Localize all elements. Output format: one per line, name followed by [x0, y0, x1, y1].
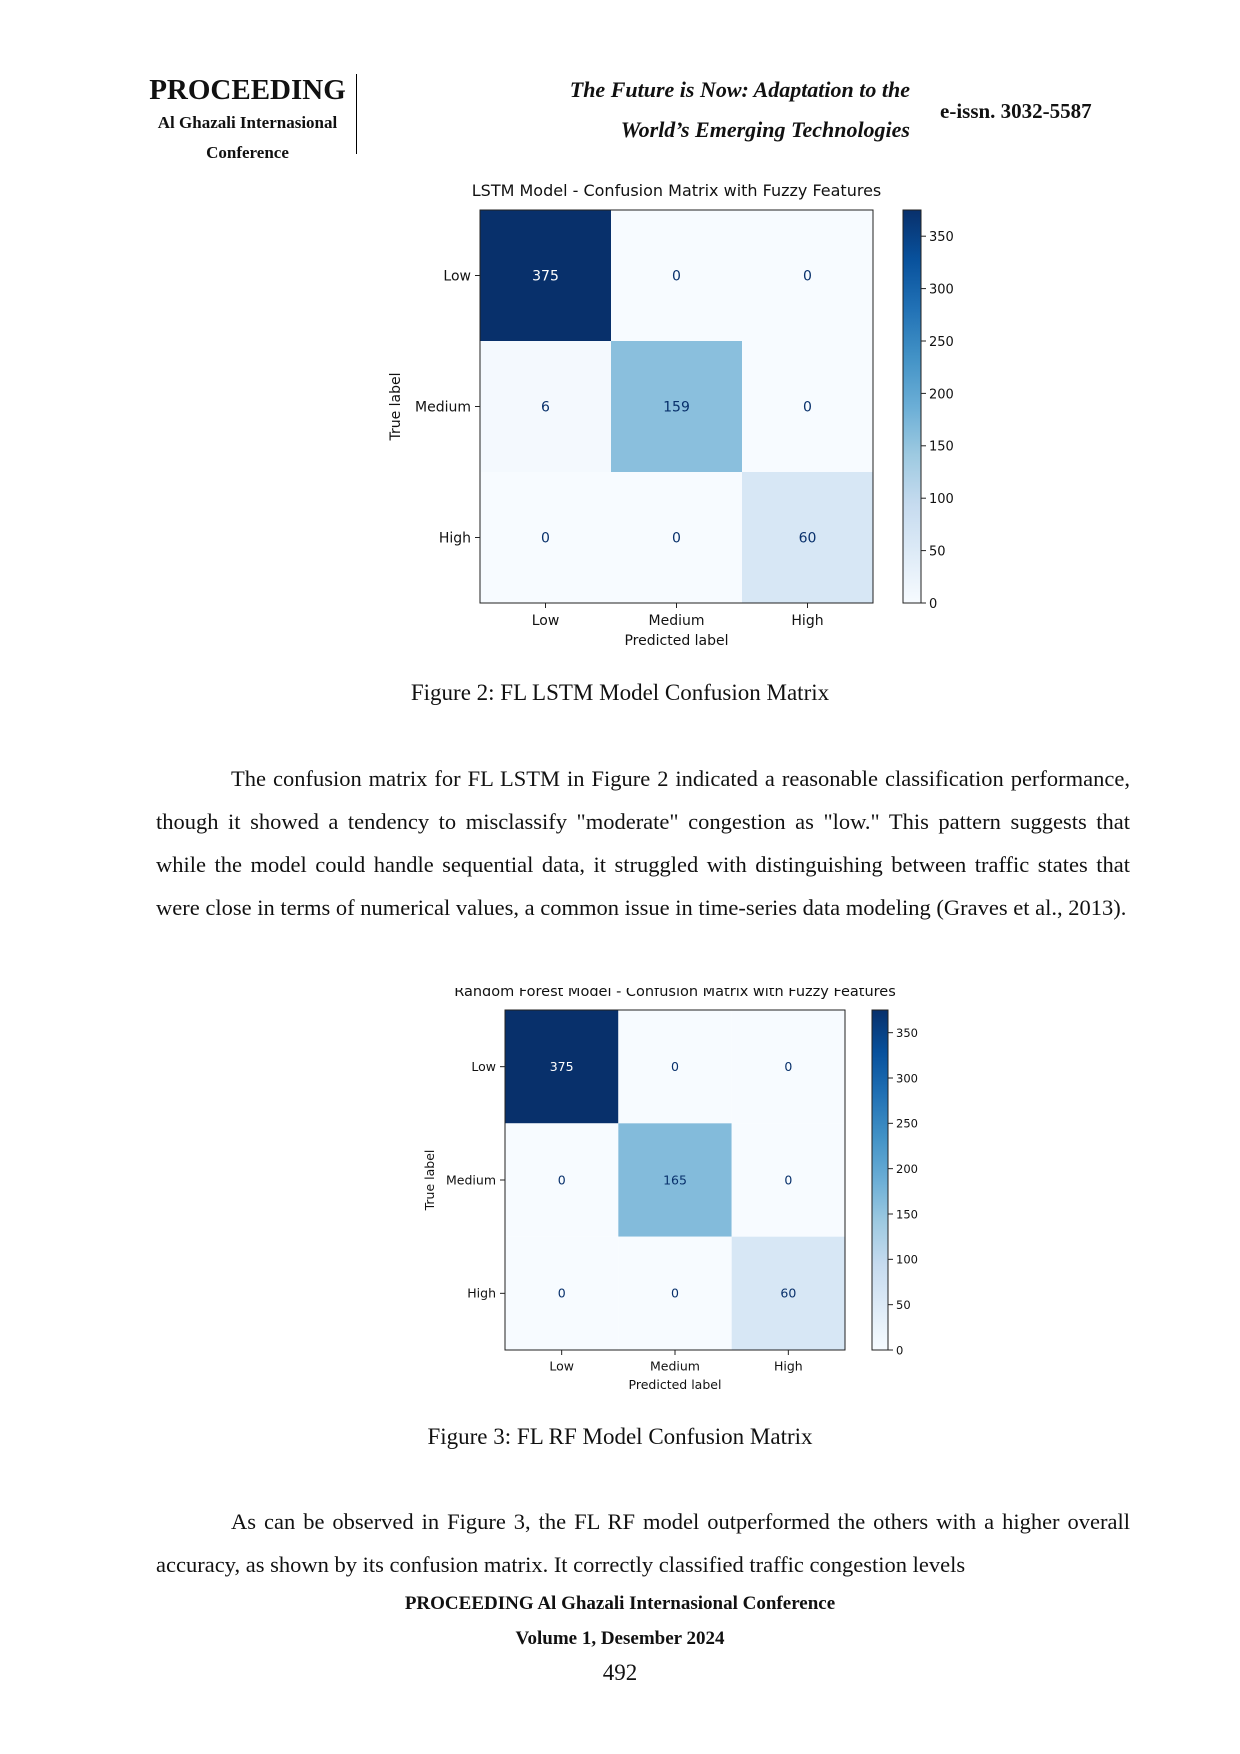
x-axis-label: Predicted label	[629, 1377, 722, 1392]
matrix-cell	[480, 341, 611, 472]
colorbar	[902, 209, 922, 604]
y-axis-label: True label	[388, 372, 404, 441]
footer-line-1: PROCEEDING Al Ghazali Internasional Conf…	[404, 1593, 836, 1614]
matrix-cell	[611, 210, 742, 341]
cell-value-label: 375	[532, 268, 559, 284]
matrix-cell	[480, 210, 611, 341]
matrix-cell	[618, 1123, 732, 1237]
colorbar-tick-label: 350	[896, 1026, 918, 1040]
matrix-cell	[611, 472, 742, 603]
x-tick-label: High	[774, 1359, 803, 1374]
x-axis-label: Predicted label	[624, 633, 728, 649]
colorbar-tick-label: 300	[896, 1071, 918, 1085]
matrix-cell	[505, 1123, 619, 1237]
matrix-cell	[618, 1010, 732, 1124]
colorbar	[871, 1009, 889, 1351]
paragraph-2-text: As can be observed in Figure 3, the FL R…	[156, 1509, 1130, 1577]
matrix-cell	[731, 1123, 845, 1237]
colorbar-tick-label: 50	[929, 545, 946, 560]
cell-value-label: 0	[672, 530, 681, 546]
colorbar-tick-label: 300	[929, 283, 954, 298]
colorbar-tick-label: 100	[896, 1253, 918, 1267]
cell-value-label: 0	[671, 1059, 679, 1074]
cell-value-label: 0	[541, 530, 550, 546]
matrix-cell	[611, 341, 742, 472]
x-tick-label: Medium	[649, 613, 705, 629]
figure-2-caption: Figure 2: FL LSTM Model Confusion Matrix	[410, 680, 830, 705]
cell-value-label: 6	[541, 399, 550, 415]
colorbar-tick-label: 200	[929, 387, 954, 402]
y-tick-label: Medium	[415, 399, 471, 415]
org-line-2: Conference	[206, 143, 289, 162]
org-line-1: Al Ghazali Internasional	[157, 113, 338, 132]
footer-line-2: Volume 1, Desember 2024	[515, 1628, 725, 1649]
cell-value-label: 0	[558, 1286, 566, 1301]
matrix-cell	[505, 1010, 619, 1124]
issn: e-issn. 3032-5587	[940, 99, 1092, 123]
header-divider	[356, 74, 357, 154]
cell-value-label: 0	[803, 268, 812, 284]
colorbar-tick-label: 100	[929, 492, 954, 507]
colorbar-tick-label: 150	[929, 440, 954, 455]
matrix-cell	[505, 1236, 619, 1350]
cell-value-label: 0	[803, 399, 812, 415]
x-tick-label: Low	[532, 613, 560, 629]
figure-2: LSTM Model - Confusion Matrix with Fuzzy…	[380, 182, 980, 660]
y-tick-label: Low	[471, 1059, 496, 1074]
figure-3: Random Forest Model - Confusion Matrix w…	[420, 988, 940, 1408]
colorbar-tick-label: 0	[896, 1343, 903, 1357]
matrix-cell	[731, 1010, 845, 1124]
colorbar-tick-label: 50	[896, 1298, 911, 1312]
paragraph-2: As can be observed in Figure 3, the FL R…	[156, 1500, 1130, 1586]
matrix-cell	[618, 1236, 732, 1350]
cell-value-label: 0	[672, 268, 681, 284]
matrix-cell	[480, 472, 611, 603]
x-tick-label: High	[791, 613, 823, 629]
lstm-confusion-matrix-chart: LSTM Model - Confusion Matrix with Fuzzy…	[388, 182, 954, 649]
y-tick-label: Low	[443, 268, 471, 284]
matrix-cell	[742, 472, 873, 603]
header-left: PROCEEDING Al Ghazali Internasional Conf…	[140, 72, 355, 168]
colorbar-tick-label: 0	[929, 597, 937, 612]
chart-title: LSTM Model - Confusion Matrix with Fuzzy…	[472, 182, 882, 200]
cell-value-label: 159	[663, 399, 690, 415]
cell-value-label: 0	[671, 1286, 679, 1301]
figure-3-caption: Figure 3: FL RF Model Confusion Matrix	[427, 1424, 813, 1449]
y-tick-label: High	[467, 1286, 496, 1301]
matrix-cell	[742, 341, 873, 472]
y-tick-label: High	[439, 530, 471, 546]
cell-value-label: 165	[663, 1172, 687, 1187]
theme-line-2: World’s Emerging Technologies	[620, 117, 910, 142]
x-tick-label: Low	[549, 1359, 574, 1374]
cell-value-label: 0	[558, 1172, 566, 1187]
cell-value-label: 60	[799, 530, 817, 546]
proceeding-title: PROCEEDING	[149, 74, 346, 106]
colorbar-tick-label: 250	[896, 1117, 918, 1131]
y-axis-label: True label	[422, 1150, 437, 1212]
colorbar-tick-label: 350	[929, 230, 954, 245]
colorbar-tick-label: 200	[896, 1162, 918, 1176]
theme-line-1: The Future is Now: Adaptation to the	[569, 77, 910, 102]
matrix-cell	[742, 210, 873, 341]
colorbar-tick-label: 250	[929, 335, 954, 350]
colorbar-tick-label: 150	[896, 1207, 918, 1221]
cell-value-label: 60	[780, 1286, 796, 1301]
chart-title: Random Forest Model - Confusion Matrix w…	[454, 988, 896, 1000]
cell-value-label: 0	[784, 1172, 792, 1187]
paragraph-1-text: The confusion matrix for FL LSTM in Figu…	[156, 766, 1130, 920]
y-tick-label: Medium	[446, 1172, 496, 1187]
x-tick-label: Medium	[650, 1359, 700, 1374]
matrix-cell	[731, 1236, 845, 1350]
page-number: 492	[602, 1660, 638, 1685]
cell-value-label: 375	[550, 1059, 574, 1074]
rf-confusion-matrix-chart: Random Forest Model - Confusion Matrix w…	[422, 988, 918, 1392]
paragraph-1: The confusion matrix for FL LSTM in Figu…	[156, 757, 1130, 929]
cell-value-label: 0	[784, 1059, 792, 1074]
header-theme: The Future is Now: Adaptation to the Wor…	[520, 70, 910, 150]
